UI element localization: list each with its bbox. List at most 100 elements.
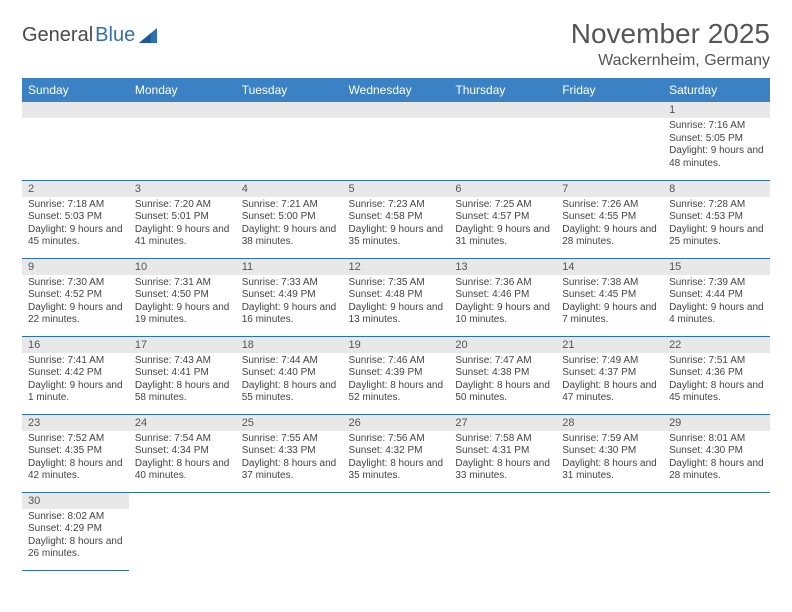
calendar-cell: 19Sunrise: 7:46 AMSunset: 4:39 PMDayligh… [343, 336, 450, 414]
sunrise-text: Sunrise: 7:38 AM [562, 277, 657, 290]
sunrise-text: Sunrise: 7:16 AM [669, 120, 764, 133]
day-details: Sunrise: 7:18 AMSunset: 5:03 PMDaylight:… [22, 197, 129, 253]
calendar-cell: 15Sunrise: 7:39 AMSunset: 4:44 PMDayligh… [663, 258, 770, 336]
daylight-text: Daylight: 9 hours and 1 minute. [28, 380, 123, 405]
sunrise-text: Sunrise: 7:39 AM [669, 277, 764, 290]
sunrise-text: Sunrise: 7:36 AM [455, 277, 550, 290]
calendar-cell: 29Sunrise: 8:01 AMSunset: 4:30 PMDayligh… [663, 414, 770, 492]
day-details: Sunrise: 7:41 AMSunset: 4:42 PMDaylight:… [22, 353, 129, 409]
daylight-text: Daylight: 9 hours and 22 minutes. [28, 302, 123, 327]
day-details: Sunrise: 7:56 AMSunset: 4:32 PMDaylight:… [343, 431, 450, 487]
day-details: Sunrise: 7:52 AMSunset: 4:35 PMDaylight:… [22, 431, 129, 487]
day-details: Sunrise: 7:35 AMSunset: 4:48 PMDaylight:… [343, 275, 450, 331]
day-header: Tuesday [236, 78, 343, 102]
calendar-cell: 5Sunrise: 7:23 AMSunset: 4:58 PMDaylight… [343, 180, 450, 258]
day-number: 12 [343, 259, 450, 275]
day-details: Sunrise: 7:39 AMSunset: 4:44 PMDaylight:… [663, 275, 770, 331]
empty-day [129, 102, 236, 118]
calendar-cell [236, 102, 343, 180]
calendar-cell [556, 492, 663, 570]
day-number: 27 [449, 415, 556, 431]
sunset-text: Sunset: 4:39 PM [349, 367, 444, 380]
calendar-cell: 22Sunrise: 7:51 AMSunset: 4:36 PMDayligh… [663, 336, 770, 414]
calendar-cell: 10Sunrise: 7:31 AMSunset: 4:50 PMDayligh… [129, 258, 236, 336]
calendar-cell: 26Sunrise: 7:56 AMSunset: 4:32 PMDayligh… [343, 414, 450, 492]
sunrise-text: Sunrise: 7:20 AM [135, 199, 230, 212]
calendar-cell [129, 102, 236, 180]
sunset-text: Sunset: 4:38 PM [455, 367, 550, 380]
calendar-cell: 21Sunrise: 7:49 AMSunset: 4:37 PMDayligh… [556, 336, 663, 414]
calendar-cell: 24Sunrise: 7:54 AMSunset: 4:34 PMDayligh… [129, 414, 236, 492]
day-number: 25 [236, 415, 343, 431]
sunrise-text: Sunrise: 7:44 AM [242, 355, 337, 368]
day-details: Sunrise: 7:23 AMSunset: 4:58 PMDaylight:… [343, 197, 450, 253]
sunrise-text: Sunrise: 7:41 AM [28, 355, 123, 368]
day-details: Sunrise: 7:26 AMSunset: 4:55 PMDaylight:… [556, 197, 663, 253]
sunrise-text: Sunrise: 7:59 AM [562, 433, 657, 446]
day-number: 17 [129, 337, 236, 353]
day-details: Sunrise: 7:16 AMSunset: 5:05 PMDaylight:… [663, 118, 770, 174]
empty-day [449, 102, 556, 118]
logo: GeneralBlue [22, 24, 161, 47]
day-details: Sunrise: 7:30 AMSunset: 4:52 PMDaylight:… [22, 275, 129, 331]
sunset-text: Sunset: 4:37 PM [562, 367, 657, 380]
sunrise-text: Sunrise: 7:21 AM [242, 199, 337, 212]
sunset-text: Sunset: 4:41 PM [135, 367, 230, 380]
day-number: 2 [22, 181, 129, 197]
sunset-text: Sunset: 4:50 PM [135, 289, 230, 302]
day-number: 16 [22, 337, 129, 353]
day-details: Sunrise: 7:43 AMSunset: 4:41 PMDaylight:… [129, 353, 236, 409]
day-details: Sunrise: 7:46 AMSunset: 4:39 PMDaylight:… [343, 353, 450, 409]
sunset-text: Sunset: 4:33 PM [242, 445, 337, 458]
day-details: Sunrise: 7:33 AMSunset: 4:49 PMDaylight:… [236, 275, 343, 331]
empty-day [236, 102, 343, 118]
sunset-text: Sunset: 4:30 PM [562, 445, 657, 458]
empty-day [343, 102, 450, 118]
calendar-cell: 20Sunrise: 7:47 AMSunset: 4:38 PMDayligh… [449, 336, 556, 414]
sunrise-text: Sunrise: 7:26 AM [562, 199, 657, 212]
calendar-cell: 11Sunrise: 7:33 AMSunset: 4:49 PMDayligh… [236, 258, 343, 336]
day-details: Sunrise: 7:31 AMSunset: 4:50 PMDaylight:… [129, 275, 236, 331]
calendar-cell [343, 492, 450, 570]
sunset-text: Sunset: 4:49 PM [242, 289, 337, 302]
daylight-text: Daylight: 9 hours and 45 minutes. [28, 224, 123, 249]
daylight-text: Daylight: 8 hours and 37 minutes. [242, 458, 337, 483]
daylight-text: Daylight: 9 hours and 38 minutes. [242, 224, 337, 249]
month-title: November 2025 [571, 18, 770, 50]
sunset-text: Sunset: 4:48 PM [349, 289, 444, 302]
calendar-cell [449, 102, 556, 180]
day-details: Sunrise: 7:44 AMSunset: 4:40 PMDaylight:… [236, 353, 343, 409]
calendar-cell [236, 492, 343, 570]
day-number: 22 [663, 337, 770, 353]
location: Wackernheim, Germany [571, 52, 770, 70]
day-details: Sunrise: 7:28 AMSunset: 4:53 PMDaylight:… [663, 197, 770, 253]
calendar-cell: 17Sunrise: 7:43 AMSunset: 4:41 PMDayligh… [129, 336, 236, 414]
calendar-cell: 13Sunrise: 7:36 AMSunset: 4:46 PMDayligh… [449, 258, 556, 336]
logo-text-b: Blue [95, 24, 135, 47]
sunset-text: Sunset: 4:57 PM [455, 211, 550, 224]
day-header-row: Sunday Monday Tuesday Wednesday Thursday… [22, 78, 770, 102]
calendar-cell: 27Sunrise: 7:58 AMSunset: 4:31 PMDayligh… [449, 414, 556, 492]
header: GeneralBlue November 2025 Wackernheim, G… [22, 18, 770, 70]
calendar-cell: 25Sunrise: 7:55 AMSunset: 4:33 PMDayligh… [236, 414, 343, 492]
calendar-cell [663, 492, 770, 570]
daylight-text: Daylight: 8 hours and 58 minutes. [135, 380, 230, 405]
sunrise-text: Sunrise: 7:47 AM [455, 355, 550, 368]
calendar-week: 1Sunrise: 7:16 AMSunset: 5:05 PMDaylight… [22, 102, 770, 180]
sunset-text: Sunset: 4:36 PM [669, 367, 764, 380]
calendar-cell [129, 492, 236, 570]
calendar-cell: 2Sunrise: 7:18 AMSunset: 5:03 PMDaylight… [22, 180, 129, 258]
sunrise-text: Sunrise: 8:01 AM [669, 433, 764, 446]
sunrise-text: Sunrise: 7:54 AM [135, 433, 230, 446]
day-number: 5 [343, 181, 450, 197]
sunset-text: Sunset: 4:31 PM [455, 445, 550, 458]
day-details: Sunrise: 7:36 AMSunset: 4:46 PMDaylight:… [449, 275, 556, 331]
daylight-text: Daylight: 9 hours and 7 minutes. [562, 302, 657, 327]
day-number: 14 [556, 259, 663, 275]
day-details: Sunrise: 8:01 AMSunset: 4:30 PMDaylight:… [663, 431, 770, 487]
day-header: Saturday [663, 78, 770, 102]
calendar-cell: 23Sunrise: 7:52 AMSunset: 4:35 PMDayligh… [22, 414, 129, 492]
day-details: Sunrise: 7:59 AMSunset: 4:30 PMDaylight:… [556, 431, 663, 487]
sunset-text: Sunset: 4:35 PM [28, 445, 123, 458]
calendar-week: 9Sunrise: 7:30 AMSunset: 4:52 PMDaylight… [22, 258, 770, 336]
